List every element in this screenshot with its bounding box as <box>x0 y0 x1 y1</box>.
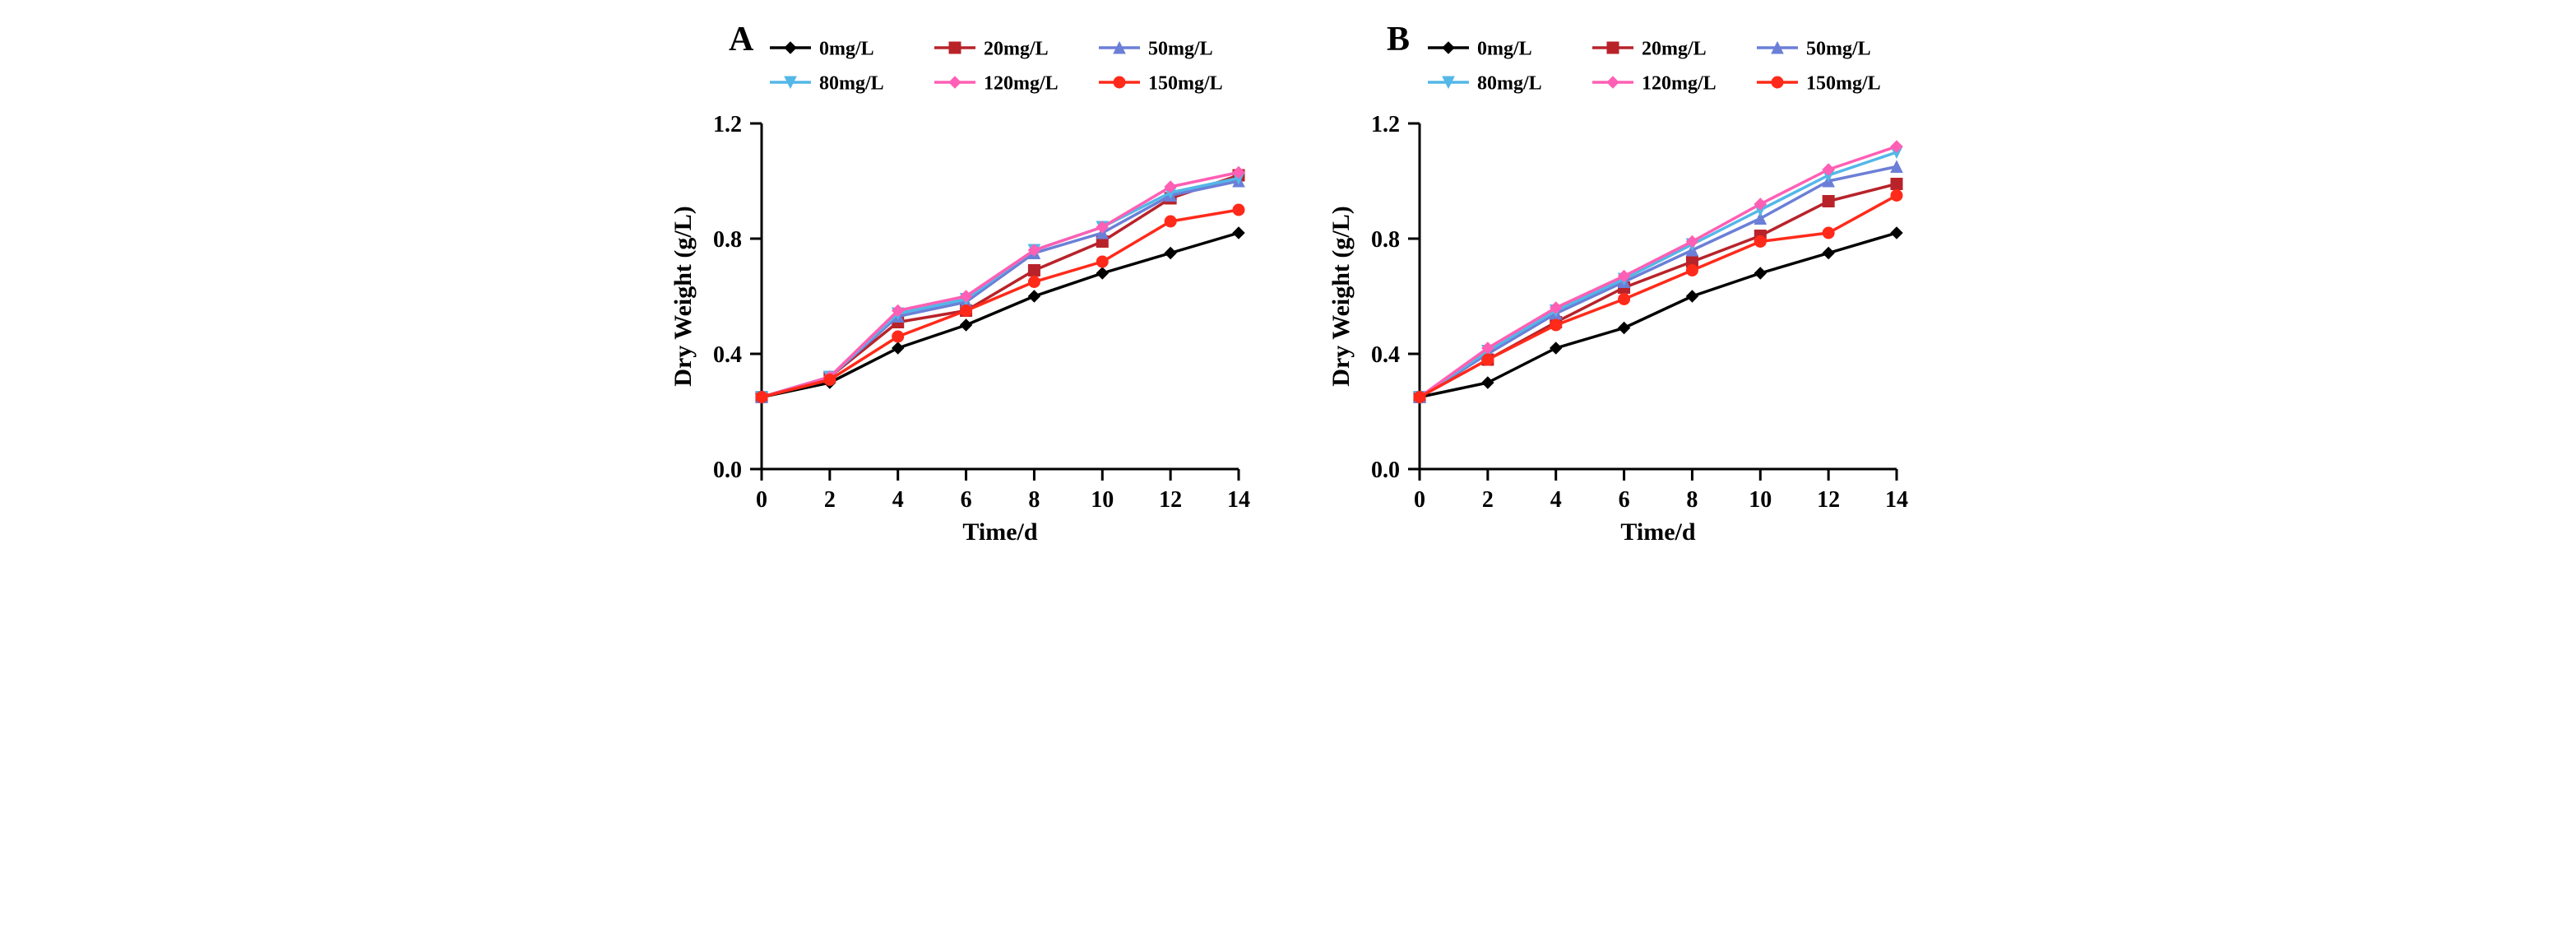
svg-text:0.8: 0.8 <box>1371 227 1400 253</box>
svg-text:0.8: 0.8 <box>713 227 742 253</box>
panel-label-B: B <box>1387 20 1410 59</box>
svg-text:0: 0 <box>1414 487 1425 513</box>
svg-text:2: 2 <box>1482 487 1494 513</box>
svg-text:80mg/L: 80mg/L <box>1477 72 1542 94</box>
panel-A: A 024681012140.00.40.81.2Time/dDry Weigh… <box>655 25 1263 564</box>
svg-text:4: 4 <box>892 487 904 513</box>
svg-text:0.4: 0.4 <box>1371 342 1400 368</box>
svg-text:80mg/L: 80mg/L <box>819 72 884 94</box>
svg-text:1.2: 1.2 <box>713 112 742 137</box>
svg-text:10: 10 <box>1091 487 1114 513</box>
svg-text:12: 12 <box>1159 487 1182 513</box>
svg-text:150mg/L: 150mg/L <box>1806 72 1881 94</box>
panel-label-A: A <box>729 20 753 59</box>
svg-text:14: 14 <box>1227 487 1250 513</box>
chart-A: 0 2 4 6 8 10 12 14 0.0 0.4 0.8 1.2 Time/d Dry Weight … <box>655 25 1263 560</box>
svg-text:Dry Weight (g/L): Dry Weight (g/L) <box>1327 206 1355 386</box>
svg-text:Time/d: Time/d <box>962 518 1037 546</box>
svg-text:8: 8 <box>1686 487 1698 513</box>
svg-text:2: 2 <box>824 487 836 513</box>
svg-text:0.0: 0.0 <box>713 458 742 483</box>
svg-text:8: 8 <box>1028 487 1040 513</box>
svg-text:12: 12 <box>1817 487 1840 513</box>
svg-text:0.4: 0.4 <box>713 342 742 368</box>
svg-text:0.0: 0.0 <box>1371 458 1400 483</box>
svg-text:Dry Weight (g/L): Dry Weight (g/L) <box>669 206 697 386</box>
svg-text:20mg/L: 20mg/L <box>1642 38 1707 59</box>
chart-B: 0 2 4 6 8 10 12 14 0.0 0.4 0.8 1.2 Time/d Dry Weight … <box>1313 25 1921 560</box>
svg-text:20mg/L: 20mg/L <box>984 38 1049 59</box>
svg-text:0mg/L: 0mg/L <box>819 38 874 59</box>
svg-text:120mg/L: 120mg/L <box>984 72 1059 94</box>
svg-text:50mg/L: 50mg/L <box>1148 38 1213 59</box>
svg-text:1.2: 1.2 <box>1371 112 1400 137</box>
svg-text:50mg/L: 50mg/L <box>1806 38 1871 59</box>
svg-text:14: 14 <box>1885 487 1908 513</box>
svg-text:150mg/L: 150mg/L <box>1148 72 1223 94</box>
svg-text:120mg/L: 120mg/L <box>1642 72 1717 94</box>
svg-text:Time/d: Time/d <box>1620 518 1695 546</box>
panel-B: B 024681012140.00.40.81.2Time/dDry Weigh… <box>1313 25 1921 564</box>
svg-text:6: 6 <box>961 487 972 513</box>
svg-text:6: 6 <box>1619 487 1630 513</box>
svg-text:10: 10 <box>1749 487 1772 513</box>
figure-row: A 0 2 4 6 8 10 12 14 0.0 0.4 0.8 1.2 Time/d Dry Weigh… <box>0 0 2576 597</box>
svg-text:0: 0 <box>756 487 767 513</box>
svg-text:0mg/L: 0mg/L <box>1477 38 1532 59</box>
svg-text:4: 4 <box>1550 487 1562 513</box>
